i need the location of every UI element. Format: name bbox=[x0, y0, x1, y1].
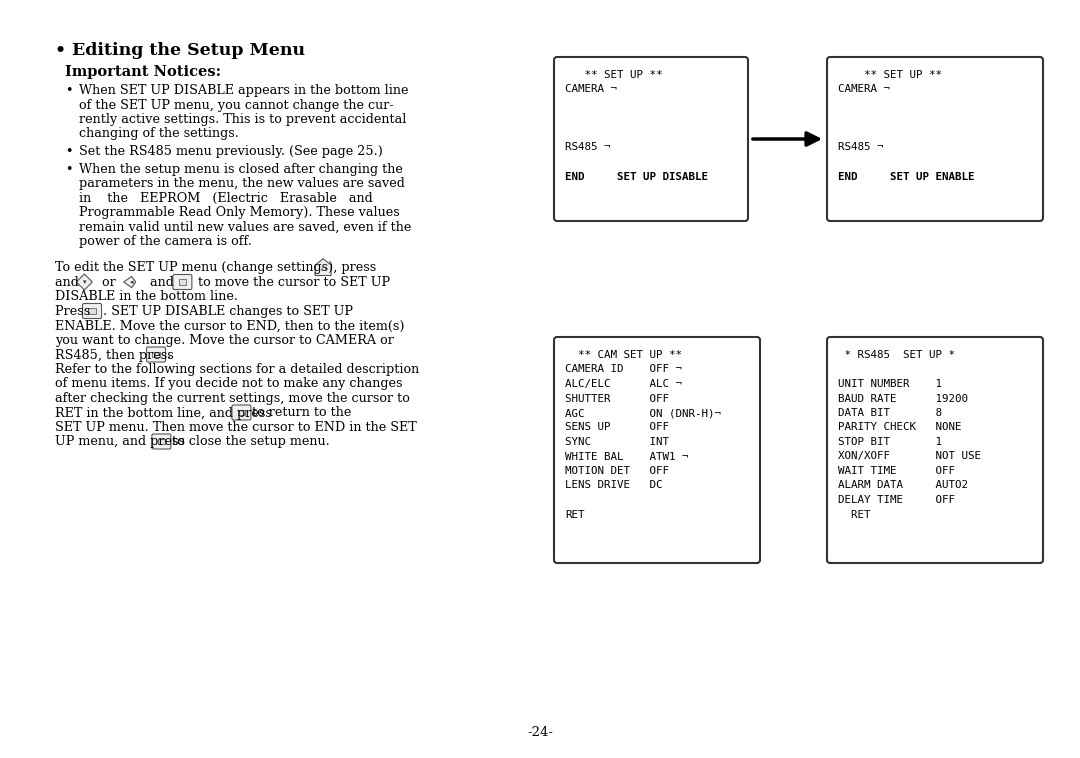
Text: DELAY TIME     OFF: DELAY TIME OFF bbox=[838, 495, 955, 505]
Text: rently active settings. This is to prevent accidental: rently active settings. This is to preve… bbox=[79, 113, 406, 126]
Text: PARITY CHECK   NONE: PARITY CHECK NONE bbox=[838, 422, 961, 433]
Text: •: • bbox=[65, 162, 72, 176]
Text: CAMERA ¬: CAMERA ¬ bbox=[838, 84, 890, 95]
Text: and: and bbox=[55, 276, 83, 289]
Text: in    the   EEPROM   (Electric   Erasable   and: in the EEPROM (Electric Erasable and bbox=[79, 192, 373, 205]
Text: SET UP menu. Then move the cursor to END in the SET: SET UP menu. Then move the cursor to END… bbox=[55, 421, 417, 434]
Text: changing of the settings.: changing of the settings. bbox=[79, 127, 239, 140]
Text: CAMERA ID    OFF ¬: CAMERA ID OFF ¬ bbox=[565, 365, 681, 374]
Text: RET: RET bbox=[565, 509, 584, 519]
Text: SENS UP      OFF: SENS UP OFF bbox=[565, 422, 669, 433]
FancyBboxPatch shape bbox=[158, 439, 165, 444]
Text: * RS485  SET UP *: * RS485 SET UP * bbox=[838, 350, 955, 360]
Text: Refer to the following sections for a detailed description: Refer to the following sections for a de… bbox=[55, 363, 419, 376]
FancyBboxPatch shape bbox=[554, 337, 760, 563]
Text: ** SET UP **: ** SET UP ** bbox=[838, 70, 942, 80]
Text: END     SET UP DISABLE: END SET UP DISABLE bbox=[565, 171, 708, 181]
FancyBboxPatch shape bbox=[147, 347, 165, 362]
Text: Set the RS485 menu previously. (See page 25.): Set the RS485 menu previously. (See page… bbox=[79, 145, 383, 158]
FancyBboxPatch shape bbox=[173, 274, 192, 290]
Text: RET in the bottom line, and press: RET in the bottom line, and press bbox=[55, 406, 275, 419]
Text: STOP BIT       1: STOP BIT 1 bbox=[838, 437, 942, 447]
Polygon shape bbox=[315, 258, 332, 275]
FancyBboxPatch shape bbox=[152, 434, 171, 449]
Text: ALARM DATA     AUTO2: ALARM DATA AUTO2 bbox=[838, 481, 968, 490]
Text: of menu items. If you decide not to make any changes: of menu items. If you decide not to make… bbox=[55, 377, 403, 390]
Text: END     SET UP ENABLE: END SET UP ENABLE bbox=[838, 171, 974, 181]
Polygon shape bbox=[77, 274, 93, 290]
Text: Important Notices:: Important Notices: bbox=[65, 65, 221, 79]
Text: AGC          ON (DNR-H)¬: AGC ON (DNR-H)¬ bbox=[565, 408, 721, 418]
Text: When SET UP DISABLE appears in the bottom line: When SET UP DISABLE appears in the botto… bbox=[79, 84, 408, 97]
Text: you want to change. Move the cursor to CAMERA or: you want to change. Move the cursor to C… bbox=[55, 334, 394, 347]
Text: LENS DRIVE   DC: LENS DRIVE DC bbox=[565, 481, 662, 490]
Text: Press: Press bbox=[55, 305, 94, 318]
Text: after checking the current settings, move the cursor to: after checking the current settings, mov… bbox=[55, 392, 410, 405]
Text: RS485 ¬: RS485 ¬ bbox=[838, 143, 883, 152]
Text: .: . bbox=[167, 349, 171, 362]
Text: to close the setup menu.: to close the setup menu. bbox=[173, 436, 330, 449]
Text: BAUD RATE      19200: BAUD RATE 19200 bbox=[838, 393, 968, 403]
Text: Programmable Read Only Memory). These values: Programmable Read Only Memory). These va… bbox=[79, 206, 400, 219]
FancyBboxPatch shape bbox=[827, 337, 1043, 563]
FancyBboxPatch shape bbox=[152, 352, 160, 357]
Text: XON/XOFF       NOT USE: XON/XOFF NOT USE bbox=[838, 452, 981, 462]
Text: RET: RET bbox=[838, 509, 870, 519]
FancyBboxPatch shape bbox=[238, 410, 245, 415]
Text: ENABLE. Move the cursor to END, then to the item(s): ENABLE. Move the cursor to END, then to … bbox=[55, 320, 405, 333]
Text: ◂: ◂ bbox=[130, 279, 134, 285]
Text: -24-: -24- bbox=[527, 726, 553, 739]
Text: ALC/ELC      ALC ¬: ALC/ELC ALC ¬ bbox=[565, 379, 681, 389]
Text: power of the camera is off.: power of the camera is off. bbox=[79, 235, 252, 248]
Text: parameters in the menu, the new values are saved: parameters in the menu, the new values a… bbox=[79, 177, 405, 190]
Text: UNIT NUMBER    1: UNIT NUMBER 1 bbox=[838, 379, 942, 389]
Text: ▾: ▾ bbox=[82, 279, 86, 285]
Text: ** SET UP **: ** SET UP ** bbox=[565, 70, 662, 80]
Text: RS485 ¬: RS485 ¬ bbox=[565, 143, 610, 152]
Text: remain valid until new values are saved, even if the: remain valid until new values are saved,… bbox=[79, 221, 411, 233]
FancyBboxPatch shape bbox=[82, 303, 102, 318]
Text: DATA BIT       8: DATA BIT 8 bbox=[838, 408, 942, 418]
Text: CAMERA ¬: CAMERA ¬ bbox=[565, 84, 617, 95]
Text: WHITE BAL    ATW1 ¬: WHITE BAL ATW1 ¬ bbox=[565, 452, 689, 462]
Text: to return to the: to return to the bbox=[253, 406, 352, 419]
Text: UP menu, and press: UP menu, and press bbox=[55, 436, 189, 449]
Text: RS485, then press: RS485, then press bbox=[55, 349, 178, 362]
Text: . SET UP DISABLE changes to SET UP: . SET UP DISABLE changes to SET UP bbox=[103, 305, 353, 318]
Text: or: or bbox=[98, 276, 120, 289]
FancyBboxPatch shape bbox=[232, 405, 251, 420]
FancyBboxPatch shape bbox=[89, 309, 96, 314]
Text: to move the cursor to SET UP: to move the cursor to SET UP bbox=[194, 276, 391, 289]
Text: SYNC         INT: SYNC INT bbox=[565, 437, 669, 447]
Text: •: • bbox=[65, 145, 72, 158]
FancyBboxPatch shape bbox=[554, 57, 748, 221]
Text: • Editing the Setup Menu: • Editing the Setup Menu bbox=[55, 42, 306, 59]
Text: ⌂: ⌂ bbox=[321, 264, 326, 273]
Polygon shape bbox=[124, 277, 136, 287]
Text: DISABLE in the bottom line.: DISABLE in the bottom line. bbox=[55, 290, 238, 303]
Text: WAIT TIME      OFF: WAIT TIME OFF bbox=[838, 466, 955, 476]
Text: To edit the SET UP menu (change settings), press: To edit the SET UP menu (change settings… bbox=[55, 262, 376, 274]
Text: •: • bbox=[65, 84, 72, 97]
FancyBboxPatch shape bbox=[827, 57, 1043, 221]
Text: ** CAM SET UP **: ** CAM SET UP ** bbox=[565, 350, 681, 360]
Text: SHUTTER      OFF: SHUTTER OFF bbox=[565, 393, 669, 403]
Text: and: and bbox=[146, 276, 177, 289]
Text: When the setup menu is closed after changing the: When the setup menu is closed after chan… bbox=[79, 162, 403, 176]
Text: MOTION DET   OFF: MOTION DET OFF bbox=[565, 466, 669, 476]
FancyBboxPatch shape bbox=[179, 279, 186, 285]
Text: of the SET UP menu, you cannot change the cur-: of the SET UP menu, you cannot change th… bbox=[79, 99, 393, 111]
